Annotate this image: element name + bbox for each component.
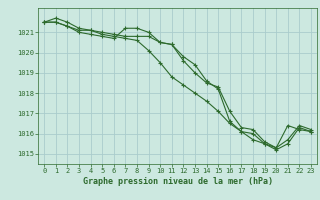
X-axis label: Graphe pression niveau de la mer (hPa): Graphe pression niveau de la mer (hPa) xyxy=(83,177,273,186)
